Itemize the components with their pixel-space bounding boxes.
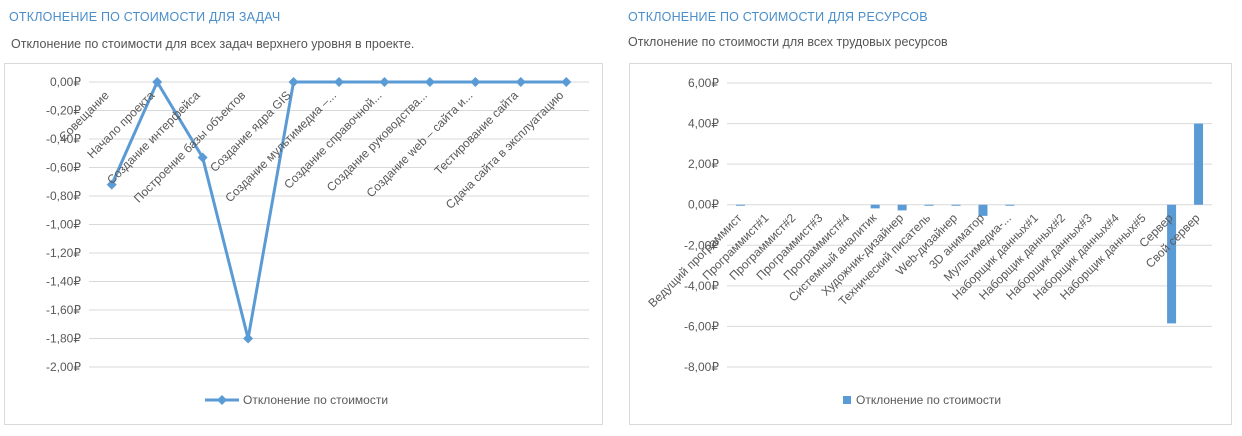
resource-cost-variance-bar-chart: 6,00₽ 4,00₽ 2,00₽ 0,00₽ -2,00₽ -4,00₽ -6,00₽ -8…	[645, 76, 1212, 407]
y-tick-label: -1,00₽	[46, 218, 81, 232]
y-tick-label: -1,40₽	[46, 275, 81, 289]
task-cost-variance-line-chart: 0,00₽ -0,20₽ -0,40₽ -0,60₽ -0,80₽ -1,00₽ -1,20…	[46, 75, 589, 407]
data-point-marker	[561, 77, 572, 87]
bar	[978, 204, 988, 216]
y-tick-label: 4,00₽	[688, 117, 719, 131]
bar	[735, 204, 745, 206]
left-chart-title: ОТКЛОНЕНИЕ ПО СТОИМОСТИ ДЛЯ ЗАДАЧ	[9, 10, 281, 24]
bar	[951, 204, 961, 206]
data-point-marker	[243, 333, 254, 344]
y-tick-label: -0,20₽	[46, 104, 81, 118]
y-tick-label: -2,00₽	[46, 360, 81, 374]
y-tick-label: 0,00₽	[50, 75, 81, 89]
legend-marker-icon	[217, 395, 227, 405]
data-point-marker	[152, 77, 163, 87]
legend-label: Отклонение по стоимости	[243, 393, 388, 407]
y-tick-label: -1,60₽	[46, 303, 81, 317]
y-tick-label: -8,00₽	[684, 360, 719, 374]
y-tick-label: -4,00₽	[684, 279, 719, 293]
legend-swatch-icon	[843, 396, 851, 404]
right-chart-area: 6,00₽ 4,00₽ 2,00₽ 0,00₽ -2,00₽ -4,00₽ -6,00₽ -8…	[629, 63, 1232, 425]
data-point-marker	[334, 77, 344, 87]
left-chart-subtitle: Отклонение по стоимости для всех задач в…	[11, 37, 415, 51]
bar	[870, 204, 880, 209]
right-chart-title: ОТКЛОНЕНИЕ ПО СТОИМОСТИ ДЛЯ РЕСУРСОВ	[628, 10, 928, 24]
bar	[897, 204, 907, 211]
right-chart-subtitle: Отклонение по стоимости для всех трудовы…	[628, 35, 948, 49]
data-point-marker	[424, 77, 435, 87]
y-tick-label: -0,60₽	[46, 161, 81, 175]
y-tick-label: -6,00₽	[684, 319, 719, 333]
y-tick-label: -1,80₽	[46, 332, 81, 346]
y-tick-label: -2,00₽	[684, 238, 719, 252]
y-tick-label: -1,20₽	[46, 246, 81, 260]
y-tick-label: -0,80₽	[46, 189, 81, 203]
y-tick-label: -0,40₽	[46, 132, 81, 146]
bar	[924, 204, 934, 206]
data-point-marker	[470, 77, 481, 87]
x-category-label: Тестирование сайта	[431, 88, 521, 178]
data-point-marker	[197, 152, 208, 163]
data-point-marker	[106, 179, 117, 190]
bar	[1167, 204, 1177, 324]
bar	[1005, 204, 1015, 206]
data-point-marker	[288, 77, 299, 87]
bar	[1194, 123, 1204, 205]
y-tick-label: 0,00₽	[688, 198, 719, 212]
y-tick-label: 6,00₽	[688, 76, 719, 90]
data-point-marker	[515, 77, 526, 87]
legend-label: Отклонение по стоимости	[856, 393, 1001, 407]
data-point-marker	[379, 77, 390, 87]
y-tick-label: 2,00₽	[688, 157, 719, 171]
left-chart-area: 0,00₽ -0,20₽ -0,40₽ -0,60₽ -0,80₽ -1,00₽ -1,20…	[4, 63, 603, 425]
